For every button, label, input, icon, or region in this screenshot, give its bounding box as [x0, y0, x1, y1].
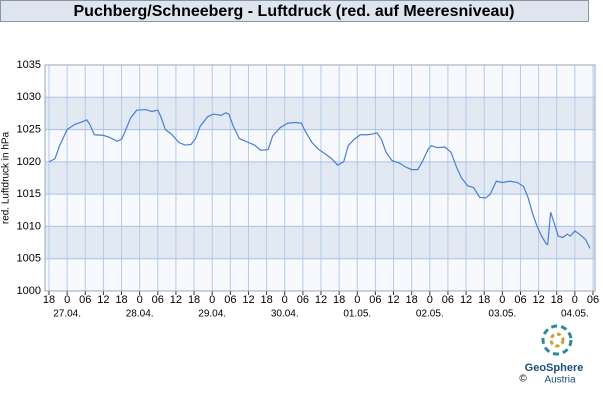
- x-tick-label: 18: [115, 294, 127, 306]
- date-label: 27.04.: [53, 309, 81, 320]
- logo-name: GeoSphere: [525, 362, 584, 374]
- x-tick-label: 12: [460, 294, 472, 306]
- plot-border: [44, 64, 596, 292]
- y-tick-label: 1035: [17, 59, 41, 71]
- x-tick-label: 18: [260, 294, 272, 306]
- y-tick-label: 1000: [17, 285, 41, 297]
- date-label: 29.04.: [198, 309, 226, 320]
- logo: GeoSphere Austria ©: [519, 324, 584, 386]
- date-label: 04.05.: [561, 309, 589, 320]
- x-tick-label: 06: [79, 294, 91, 306]
- y-tick-label: 1030: [17, 91, 41, 103]
- band: [45, 161, 595, 195]
- x-tick-label: 0: [354, 294, 360, 306]
- date-label: 02.05.: [416, 309, 444, 320]
- x-tick-label: 12: [387, 294, 399, 306]
- x-tick-label: 0: [282, 294, 288, 306]
- x-tick-label: 18: [551, 294, 563, 306]
- x-tick-label: 0: [427, 294, 433, 306]
- band: [45, 97, 595, 130]
- x-tick-label: 18: [406, 294, 418, 306]
- logo-sub: Austria: [544, 375, 576, 386]
- x-tick-label: 0: [499, 294, 505, 306]
- x-tick-label: 06: [152, 294, 164, 306]
- x-tick-label: 06: [587, 294, 599, 306]
- y-tick-label: 1010: [17, 220, 41, 232]
- x-tick-label: 06: [297, 294, 309, 306]
- x-tick-label: 06: [369, 294, 381, 306]
- y-axis-label: red. Luftdruck in hPa: [1, 131, 12, 224]
- x-tick-label: 0: [209, 294, 215, 306]
- x-tick-label: 18: [188, 294, 200, 306]
- chart-title: Puchberg/Schneeberg - Luftdruck (red. au…: [74, 3, 515, 20]
- title-bar: [0, 0, 589, 22]
- line-series: [48, 108, 591, 249]
- x-tick-label: 18: [333, 294, 345, 306]
- x-tick-label: 06: [514, 294, 526, 306]
- date-label: 30.04.: [271, 309, 299, 320]
- date-label: 03.05.: [488, 309, 516, 320]
- x-tick-label: 06: [224, 294, 236, 306]
- copyright: ©: [519, 374, 527, 385]
- logo-mark: [549, 332, 565, 348]
- x-tick-label: 18: [43, 294, 55, 306]
- date-label: 28.04.: [126, 309, 154, 320]
- x-tick-label: 12: [532, 294, 544, 306]
- x-tick-label: 18: [478, 294, 490, 306]
- x-tick-label: 0: [64, 294, 70, 306]
- date-label: 01.05.: [343, 309, 371, 320]
- x-tick-label: 12: [97, 294, 109, 306]
- y-tick-label: 1015: [17, 188, 41, 200]
- y-tick-label: 1020: [17, 156, 41, 168]
- x-tick-label: 12: [315, 294, 327, 306]
- band: [45, 226, 595, 259]
- x-tick-label: 0: [137, 294, 143, 306]
- y-tick-label: 1025: [17, 123, 41, 135]
- x-tick-label: 06: [442, 294, 454, 306]
- x-tick-label: 12: [242, 294, 254, 306]
- y-tick-label: 1005: [17, 253, 41, 265]
- x-tick-label: 12: [170, 294, 182, 306]
- logo-mark: [541, 324, 573, 356]
- x-tick-label: 0: [572, 294, 578, 306]
